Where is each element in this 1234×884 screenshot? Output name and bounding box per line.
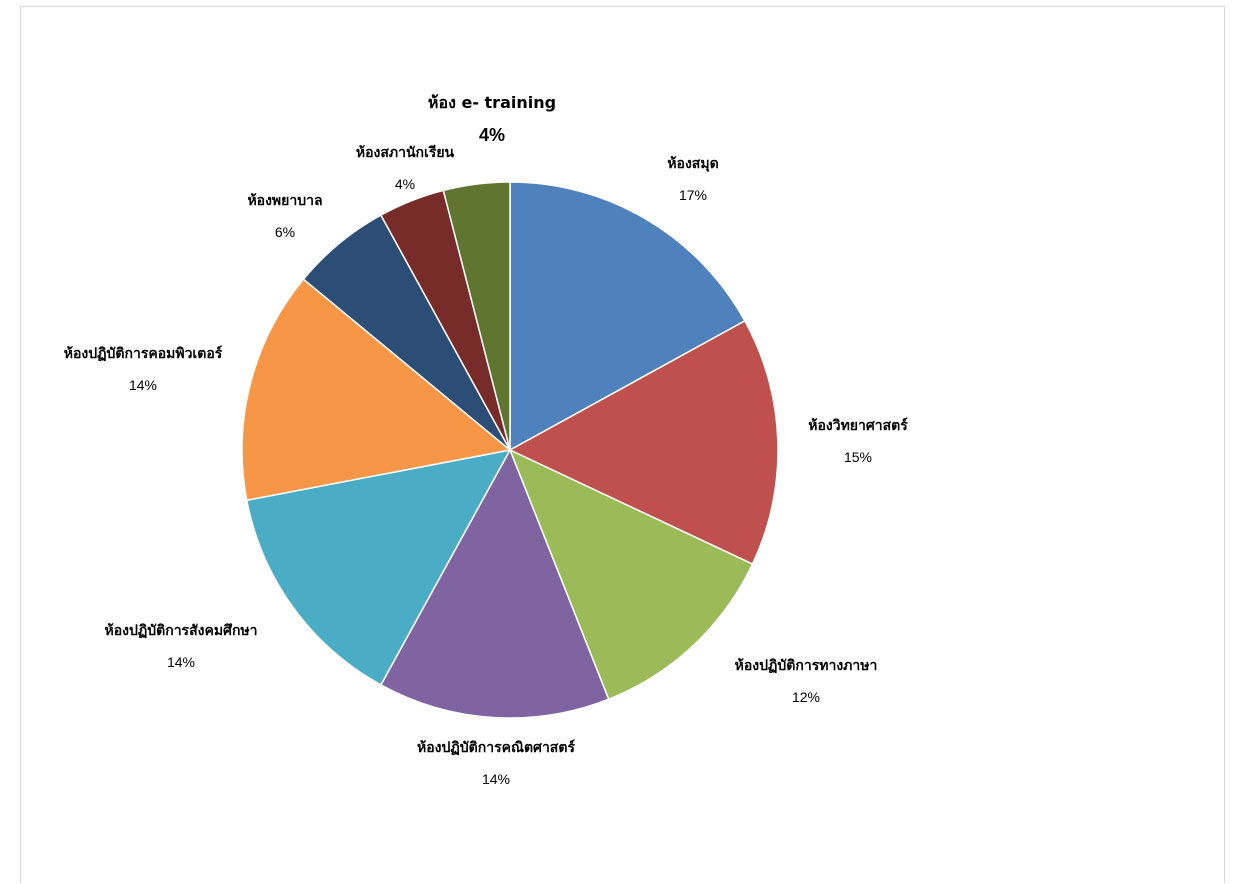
slice-label-percent: 14%: [129, 377, 157, 393]
slice-label-name: ห้องปฏิบัติการคอมพิวเตอร์: [64, 345, 223, 362]
pie-slice: [508, 319, 779, 566]
slice-label: ห้องปฏิบัติการสังคมศึกษา 14%: [104, 622, 257, 670]
slice-label-name: ห้องวิทยาศาสตร์: [808, 417, 908, 434]
slice-label-percent: 12%: [792, 689, 820, 705]
slice-label: ห้องปฏิบัติการคอมพิวเตอร์ 14%: [64, 345, 223, 393]
slice-label-name: ห้องปฏิบัติการคณิตศาสตร์: [417, 739, 575, 756]
slice-label: ห้องสมุด 17%: [667, 156, 718, 203]
pie-slice: [509, 181, 746, 452]
slice-label: ห้องปฏิบัติการทางภาษา 12%: [735, 658, 878, 705]
slice-label: ห้องวิทยาศาสตร์ 15%: [808, 417, 908, 465]
slice-label-percent: 4%: [479, 125, 505, 145]
slice-label-percent: 14%: [482, 771, 510, 787]
slice-label: ห้อง e- training 4%: [428, 93, 556, 145]
slice-label: ห้องสภานักเรียน 4%: [356, 145, 455, 192]
slice-label-percent: 4%: [395, 176, 415, 192]
slice-label-name: ห้องสภานักเรียน: [356, 145, 455, 161]
pie-slice: [442, 181, 511, 451]
slice-label: ห้องปฏิบัติการคณิตศาสตร์ 14%: [417, 739, 575, 787]
slice-label-name: ห้องพยาบาล: [247, 193, 322, 209]
pie-slice: [241, 278, 512, 502]
slice-label-name: ห้อง e- training: [428, 93, 556, 112]
pie-slice: [508, 448, 754, 701]
slice-label-percent: 14%: [167, 654, 195, 670]
slice-label-percent: 17%: [679, 187, 707, 203]
slice-label-percent: 15%: [844, 449, 872, 465]
slice-label: ห้องพยาบาล 6%: [247, 193, 322, 240]
pie-slice: [245, 448, 512, 686]
pie-slice: [379, 448, 610, 719]
chart-frame: [20, 6, 1225, 883]
slice-label-name: ห้องปฏิบัติการทางภาษา: [735, 658, 878, 674]
slice-label-name: ห้องสมุด: [667, 156, 718, 172]
slice-label-name: ห้องปฏิบัติการสังคมศึกษา: [104, 622, 257, 639]
slice-label-percent: 6%: [275, 224, 295, 240]
